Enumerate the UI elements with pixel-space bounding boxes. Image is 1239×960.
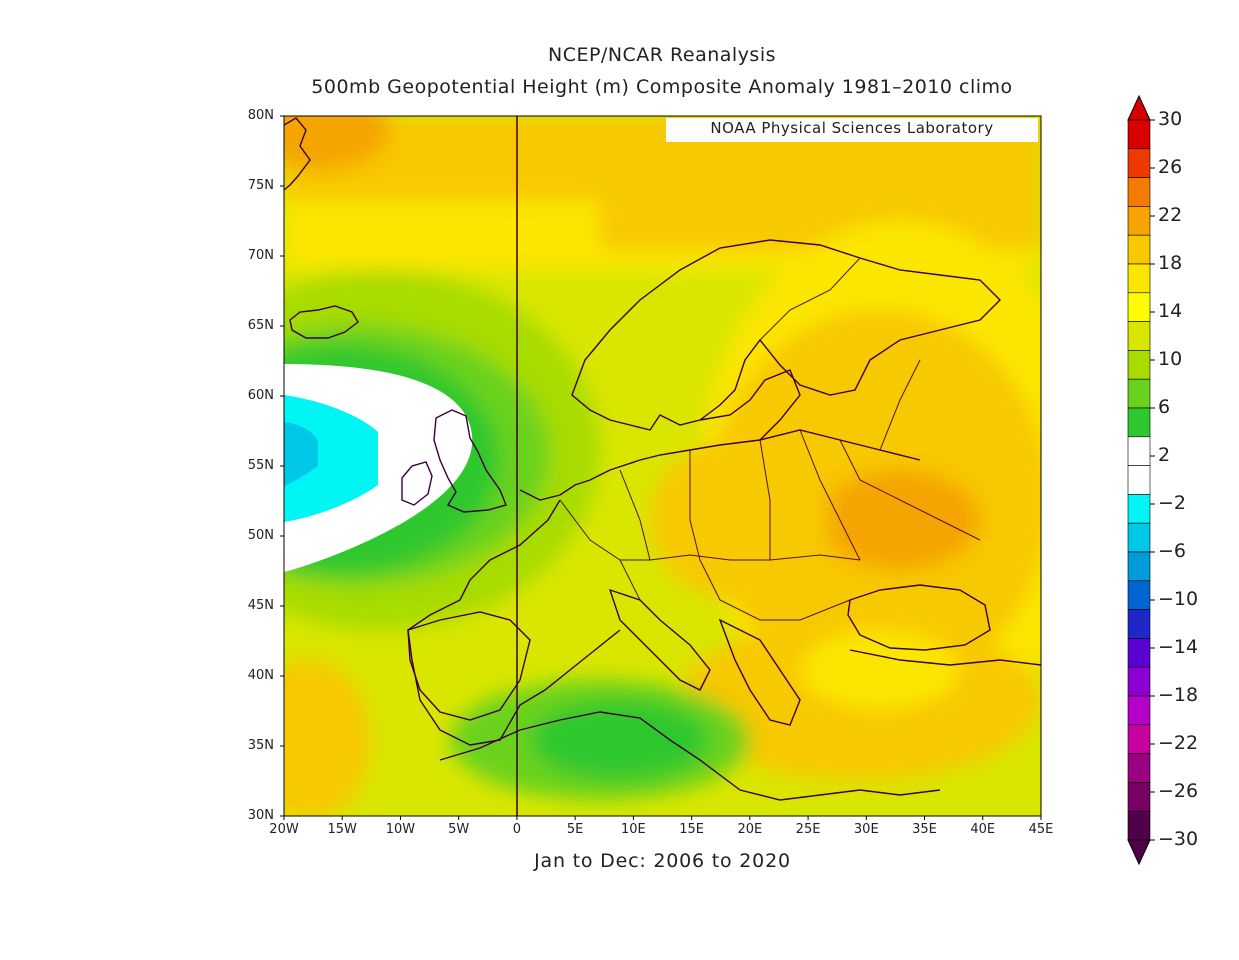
colorbar-segment: [1127, 782, 1151, 812]
lon-label: 0: [512, 822, 522, 837]
colorbar-label: 6: [1158, 396, 1171, 418]
anomaly-field: [284, 116, 1041, 816]
lon-label: 20W: [269, 822, 299, 837]
colorbar-label: 2: [1158, 444, 1171, 466]
colorbar-segment: [1127, 609, 1151, 639]
lat-label: 70N: [247, 248, 274, 263]
colorbar: [1127, 94, 1155, 866]
chart-title-1: NCEP/NCAR Reanalysis: [547, 44, 777, 66]
colorbar-label: 14: [1158, 300, 1183, 322]
colorbar-label: 10: [1158, 348, 1183, 370]
colorbar-segment: [1127, 522, 1151, 553]
lon-label: 15E: [679, 822, 704, 837]
lon-label: 10E: [620, 822, 646, 837]
colorbar-label: −10: [1158, 588, 1199, 610]
colorbar-label: 30: [1158, 108, 1183, 130]
lon-label: 15W: [327, 822, 357, 837]
lat-label: 55N: [247, 458, 274, 473]
colorbar-segment: [1127, 695, 1151, 726]
colorbar-segment: [1127, 148, 1151, 178]
lat-label: 40N: [247, 668, 274, 683]
lat-label: 35N: [247, 738, 274, 753]
colorbar-label: −30: [1158, 828, 1199, 850]
colorbar-segment: [1127, 177, 1151, 207]
colorbar-segment: [1127, 638, 1151, 668]
colorbar-segment: [1127, 407, 1151, 438]
colorbar-segment: [1127, 234, 1151, 265]
colorbar-label: −14: [1158, 636, 1199, 658]
lon-label: 45E: [1028, 822, 1054, 837]
lon-label: 35E: [912, 822, 937, 837]
colorbar-label: 22: [1158, 204, 1183, 226]
colorbar-segment: [1127, 753, 1151, 783]
colorbar-label: −2: [1158, 492, 1187, 514]
lon-label: 5W: [448, 822, 470, 837]
lon-label: 20E: [737, 822, 763, 837]
colorbar-label: 26: [1158, 156, 1183, 178]
chart-subtitle: Jan to Dec: 2006 to 2020: [534, 850, 791, 872]
credit-label: NOAA Physical Sciences Laboratory: [666, 118, 1038, 142]
lon-label: 30E: [853, 822, 879, 837]
colorbar-label: −6: [1158, 540, 1187, 562]
lon-label: 40E: [970, 822, 996, 837]
colorbar-segment: [1127, 119, 1151, 150]
lat-label: 80N: [247, 108, 274, 123]
colorbar-segment: [1127, 350, 1151, 380]
coastlines: [284, 117, 1041, 801]
lat-label: 30N: [247, 808, 274, 823]
colorbar-segment: [1127, 263, 1151, 294]
colorbar-bottom-arrow: [1127, 839, 1151, 866]
colorbar-label: −22: [1158, 732, 1199, 754]
colorbar-segment: [1127, 378, 1151, 409]
colorbar-segment: [1127, 436, 1151, 466]
chart-title-2: 500mb Geopotential Height (m) Composite …: [311, 76, 1013, 98]
colorbar-top-arrow: [1127, 94, 1151, 121]
lon-label: 5E: [566, 822, 584, 837]
lon-label: 25E: [795, 822, 821, 837]
colorbar-segment: [1127, 206, 1151, 236]
colorbar-label: −18: [1158, 684, 1199, 706]
colorbar-segment: [1127, 292, 1151, 322]
colorbar-segment: [1127, 465, 1151, 495]
lat-label: 75N: [247, 178, 274, 193]
colorbar-label: −26: [1158, 780, 1199, 802]
colorbar-segment: [1127, 551, 1151, 582]
lat-label: 65N: [247, 318, 274, 333]
lat-label: 45N: [247, 598, 274, 613]
colorbar-label: 18: [1158, 252, 1183, 274]
colorbar-segment: [1127, 666, 1151, 697]
colorbar-segment: [1127, 494, 1151, 524]
colorbar-segment: [1127, 580, 1151, 610]
country-borders: [559, 257, 981, 621]
colorbar-segment: [1127, 810, 1151, 841]
lat-label: 50N: [247, 528, 274, 543]
lon-label: 10W: [385, 822, 416, 837]
colorbar-segment: [1127, 724, 1151, 754]
axis-ticks: [280, 115, 1042, 820]
colorbar-segment: [1127, 321, 1151, 351]
lat-label: 60N: [247, 388, 274, 403]
